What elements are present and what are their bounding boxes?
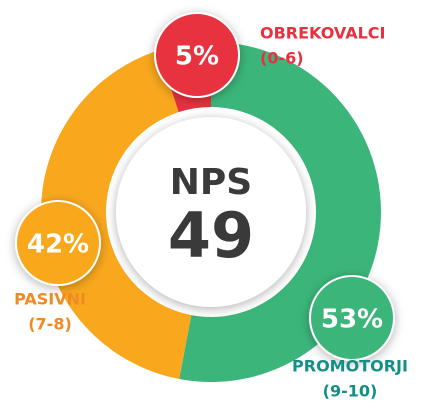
value-bubble <box>154 12 240 98</box>
category-label: OBREKOVALCI <box>260 24 385 43</box>
range-label: (7-8) <box>28 315 72 334</box>
center-circle <box>116 117 306 307</box>
value-label: 42% <box>27 230 89 260</box>
category-label: PASIVNI <box>14 290 86 309</box>
range-label: (0-6) <box>260 49 304 68</box>
labels: 5% OBREKOVALCI (0-6) 53% PROMOTORJI (9-10) 42%… <box>14 12 408 401</box>
value-label: 5% <box>175 42 219 72</box>
category-label: PROMOTORJI <box>292 357 408 376</box>
value-bubble <box>15 200 101 286</box>
center-title: NPS <box>170 162 252 203</box>
value-label: 53% <box>321 305 383 335</box>
segment <box>41 50 192 379</box>
center-value: 49 <box>168 199 254 272</box>
range-label: (9-10) <box>323 382 378 401</box>
value-bubble <box>309 275 395 361</box>
